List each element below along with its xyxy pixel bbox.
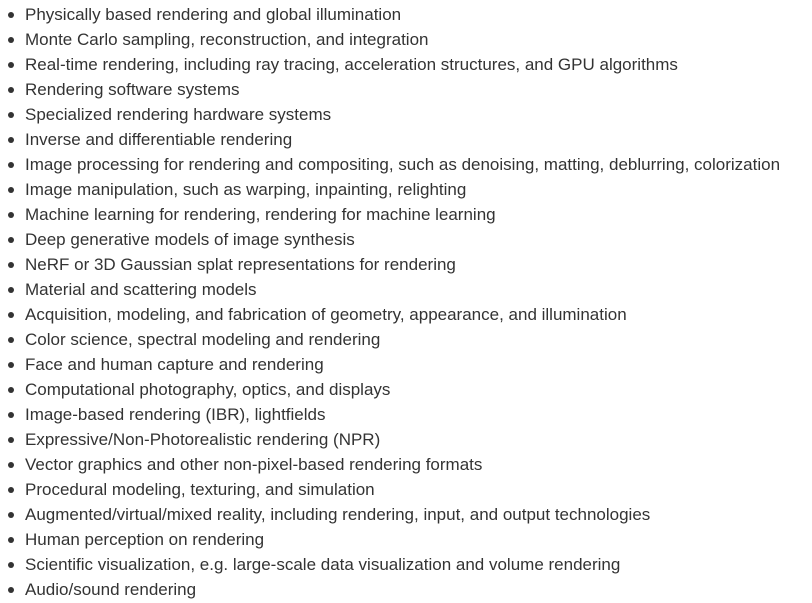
list-item-text: Computational photography, optics, and d… <box>25 380 391 399</box>
list-item-text: Audio/sound rendering <box>25 580 197 599</box>
list-item: Face and human capture and rendering <box>0 352 812 377</box>
list-item: Audio/sound rendering <box>0 577 812 602</box>
list-item-text: Face and human capture and rendering <box>25 355 324 374</box>
list-item-text: Image processing for rendering and compo… <box>25 155 781 174</box>
list-item: Specialized rendering hardware systems <box>0 102 812 127</box>
list-item-text: Machine learning for rendering, renderin… <box>25 205 496 224</box>
list-item-text: Augmented/virtual/mixed reality, includi… <box>25 505 651 524</box>
bullet-icon <box>8 287 14 293</box>
list-item-text: Procedural modeling, texturing, and simu… <box>25 480 375 499</box>
bullet-icon <box>8 362 14 368</box>
list-item: Vector graphics and other non-pixel-base… <box>0 452 812 477</box>
list-item: Image-based rendering (IBR), lightfields <box>0 402 812 427</box>
list-item-text: Deep generative models of image synthesi… <box>25 230 355 249</box>
list-item-text: Vector graphics and other non-pixel-base… <box>25 455 483 474</box>
bullet-icon <box>8 337 14 343</box>
list-item: Image processing for rendering and compo… <box>0 152 812 177</box>
list-item-text: Scientific visualization, e.g. large-sca… <box>25 555 621 574</box>
list-item-text: Monte Carlo sampling, reconstruction, an… <box>25 30 429 49</box>
bullet-icon <box>8 87 14 93</box>
list-item-text: Color science, spectral modeling and ren… <box>25 330 381 349</box>
list-item: Augmented/virtual/mixed reality, includi… <box>0 502 812 527</box>
list-item-text: Acquisition, modeling, and fabrication o… <box>25 305 627 324</box>
list-item-text: Expressive/Non-Photorealistic rendering … <box>25 430 381 449</box>
bullet-icon <box>8 537 14 543</box>
list-item: Procedural modeling, texturing, and simu… <box>0 477 812 502</box>
bullet-icon <box>8 512 14 518</box>
bullet-icon <box>8 37 14 43</box>
list-item: Computational photography, optics, and d… <box>0 377 812 402</box>
list-item: Material and scattering models <box>0 277 812 302</box>
list-item-text: Specialized rendering hardware systems <box>25 105 332 124</box>
bullet-icon <box>8 212 14 218</box>
list-item: Acquisition, modeling, and fabrication o… <box>0 302 812 327</box>
list-item-text: Real-time rendering, including ray traci… <box>25 55 678 74</box>
list-item-text: Material and scattering models <box>25 280 257 299</box>
list-item: Scientific visualization, e.g. large-sca… <box>0 552 812 577</box>
list-item: Rendering software systems <box>0 77 812 102</box>
list-item: Monte Carlo sampling, reconstruction, an… <box>0 27 812 52</box>
bullet-icon <box>8 162 14 168</box>
bullet-icon <box>8 587 14 593</box>
bullet-icon <box>8 187 14 193</box>
list-item-text: Image-based rendering (IBR), lightfields <box>25 405 326 424</box>
bullet-icon <box>8 237 14 243</box>
list-item: Real-time rendering, including ray traci… <box>0 52 812 77</box>
bullet-icon <box>8 137 14 143</box>
bullet-icon <box>8 112 14 118</box>
bullet-icon <box>8 462 14 468</box>
list-item-text: Rendering software systems <box>25 80 240 99</box>
list-item: Inverse and differentiable rendering <box>0 127 812 152</box>
list-item-text: Image manipulation, such as warping, inp… <box>25 180 467 199</box>
bullet-icon <box>8 437 14 443</box>
bullet-icon <box>8 562 14 568</box>
list-item-text: Inverse and differentiable rendering <box>25 130 293 149</box>
list-item: Physically based rendering and global il… <box>0 2 812 27</box>
list-item: Image manipulation, such as warping, inp… <box>0 177 812 202</box>
list-item: NeRF or 3D Gaussian splat representation… <box>0 252 812 277</box>
list-item-text: Physically based rendering and global il… <box>25 5 402 24</box>
list-item-text: Human perception on rendering <box>25 530 265 549</box>
bullet-icon <box>8 312 14 318</box>
bullet-icon <box>8 487 14 493</box>
bullet-icon <box>8 12 14 18</box>
list-item: Human perception on rendering <box>0 527 812 552</box>
bullet-icon <box>8 387 14 393</box>
list-item-text: NeRF or 3D Gaussian splat representation… <box>25 255 456 274</box>
list-item: Color science, spectral modeling and ren… <box>0 327 812 352</box>
list-item: Machine learning for rendering, renderin… <box>0 202 812 227</box>
list-item: Expressive/Non-Photorealistic rendering … <box>0 427 812 452</box>
list-item: Deep generative models of image synthesi… <box>0 227 812 252</box>
bullet-icon <box>8 412 14 418</box>
bullet-icon <box>8 262 14 268</box>
bullet-icon <box>8 62 14 68</box>
